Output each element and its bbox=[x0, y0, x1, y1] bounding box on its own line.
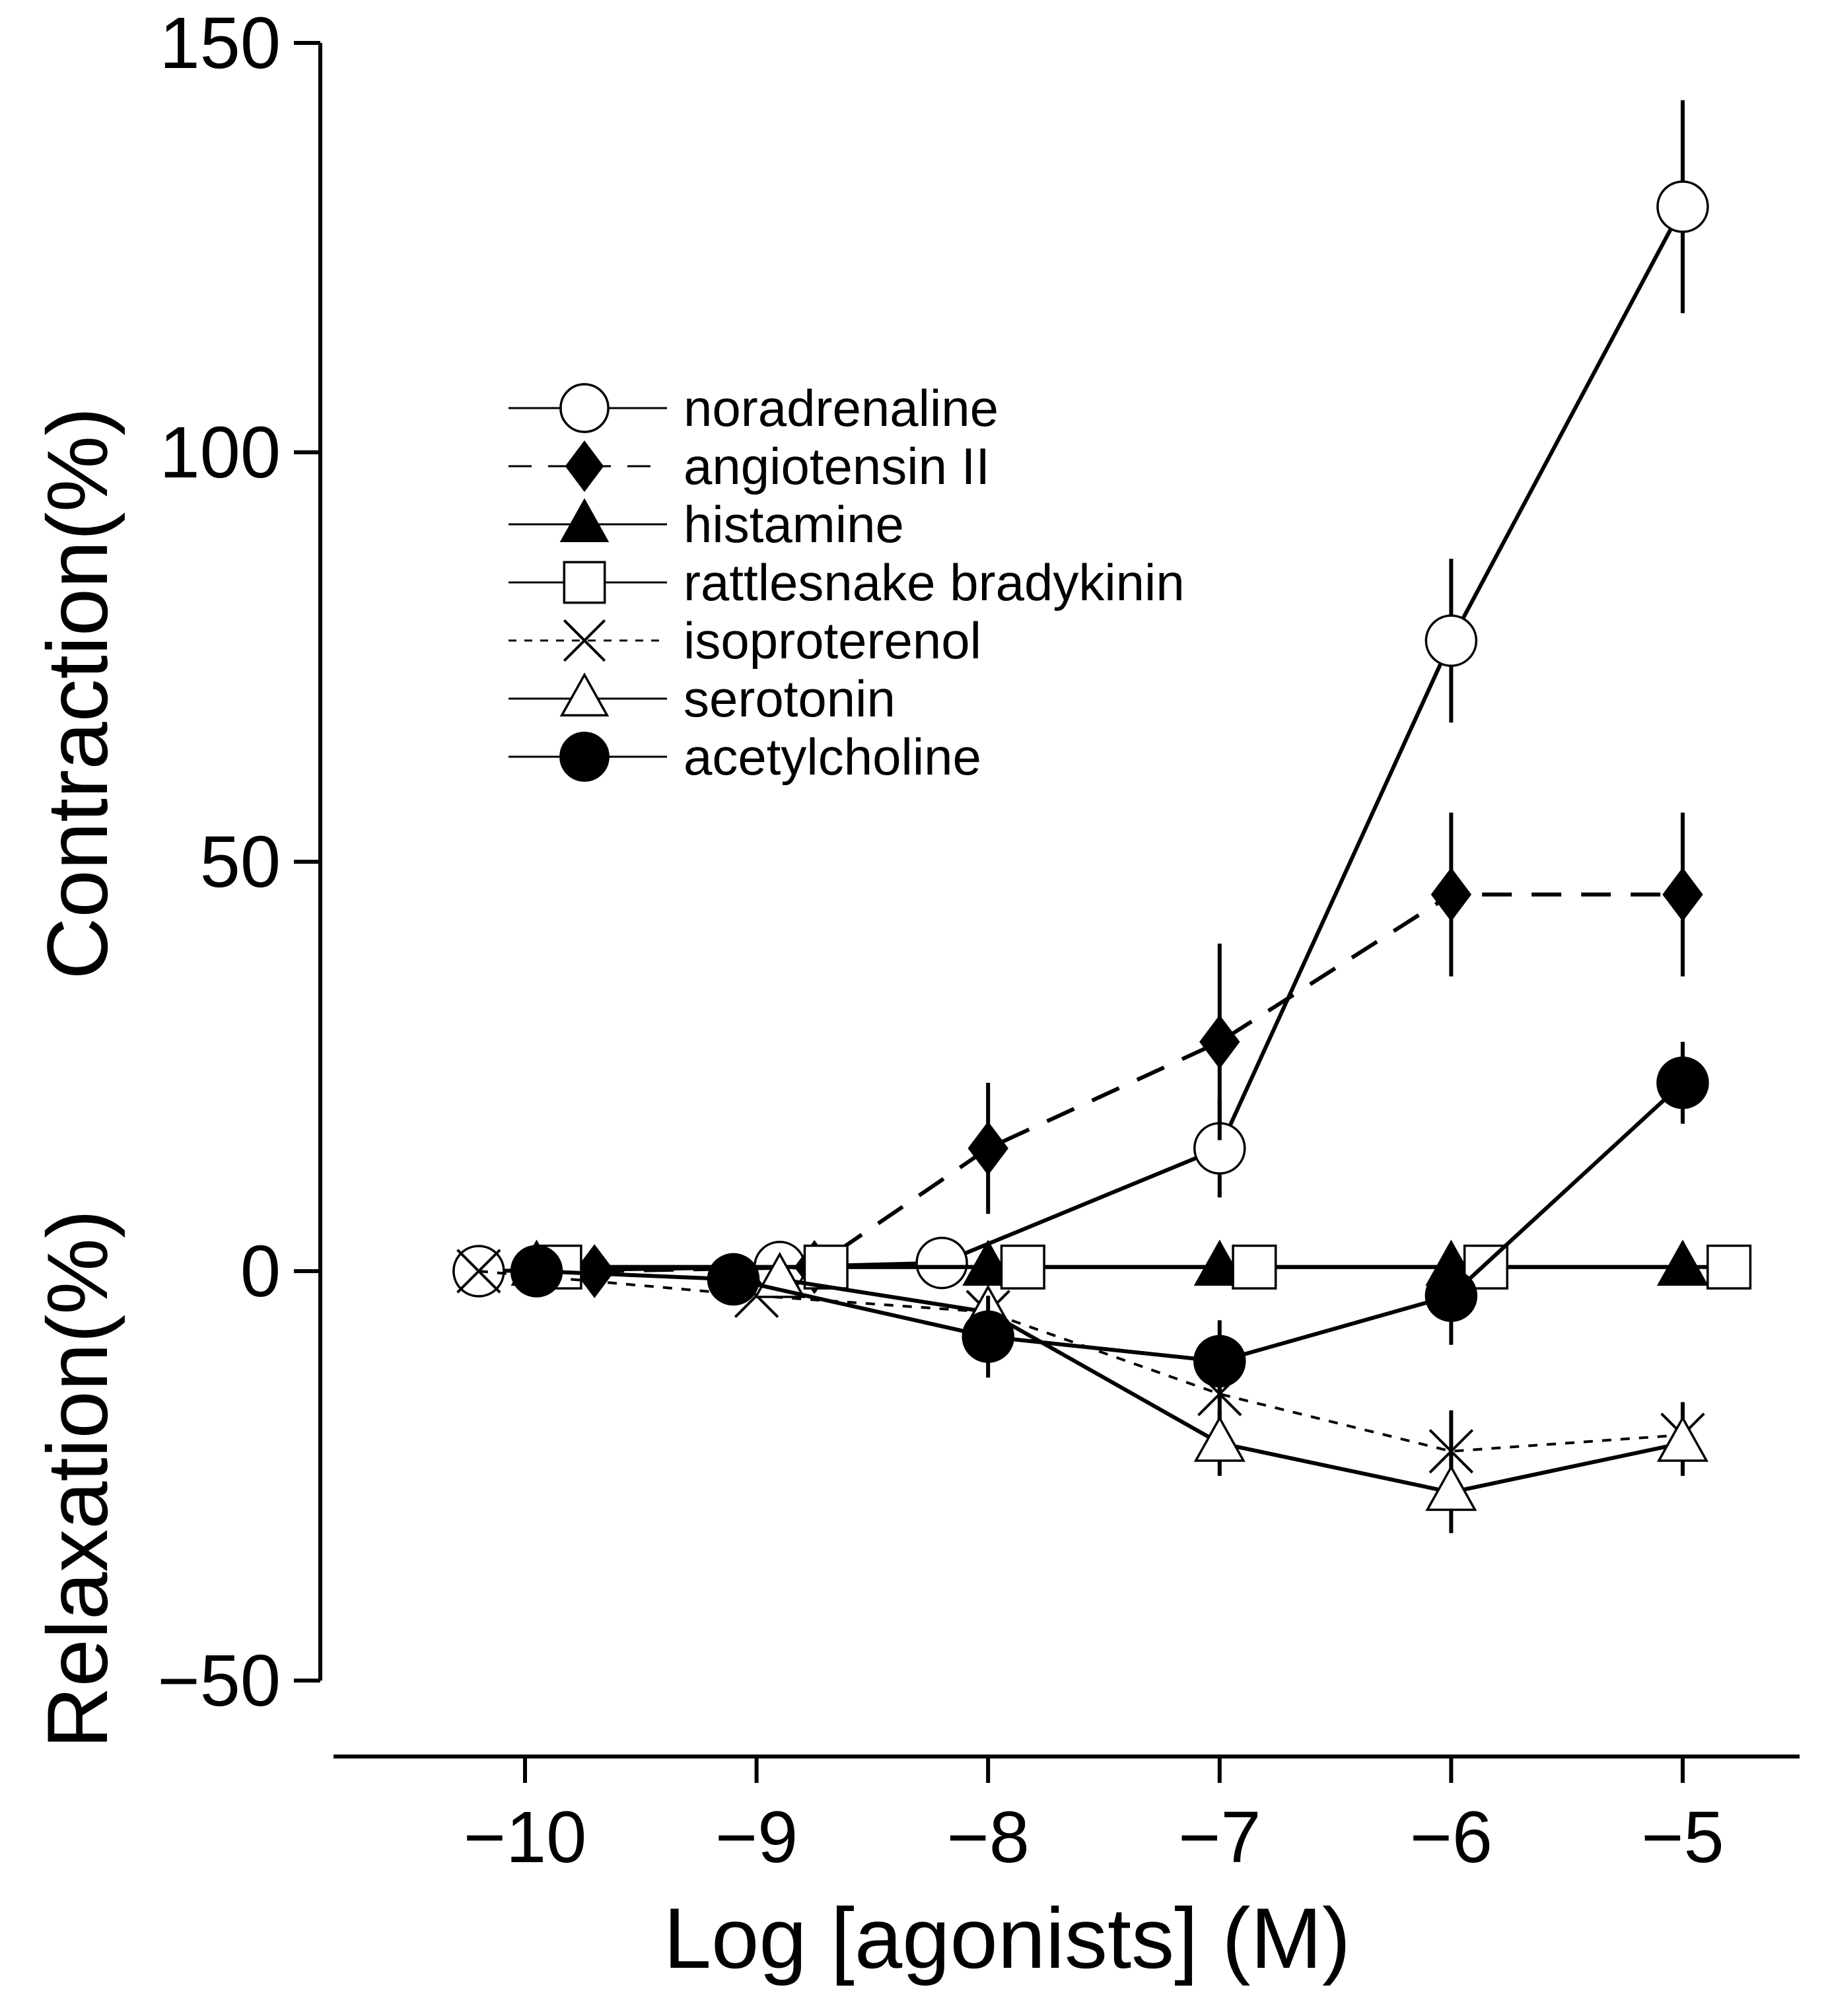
y-tick-label: 0 bbox=[240, 1231, 281, 1312]
data-point bbox=[1656, 1239, 1709, 1286]
x-tick-label: −5 bbox=[1641, 1797, 1724, 1878]
legend-item: serotonin bbox=[509, 670, 895, 728]
series-angiotensin-II bbox=[574, 812, 1703, 1298]
y-axis-title-contraction: Contraction(%) bbox=[29, 407, 125, 980]
y-tick-label: 150 bbox=[159, 3, 281, 84]
x-tick-label: −7 bbox=[1178, 1797, 1261, 1878]
series-layer bbox=[452, 100, 1752, 1533]
data-point bbox=[1662, 867, 1703, 922]
x-tick-label: −6 bbox=[1410, 1797, 1492, 1878]
legend-item: rattlesnake bradykinin bbox=[509, 553, 1185, 611]
y-axis-title-relaxation: Relaxation(%) bbox=[29, 1210, 125, 1749]
legend-label: angiotensin II bbox=[684, 437, 990, 495]
legend-label: acetylcholine bbox=[684, 728, 981, 786]
legend-label: isoproterenol bbox=[684, 611, 981, 670]
data-point bbox=[1706, 1244, 1752, 1290]
data-point bbox=[803, 1244, 849, 1290]
legend-marker bbox=[563, 619, 606, 662]
legend-marker bbox=[559, 672, 610, 717]
data-point bbox=[1424, 1269, 1478, 1322]
data-point bbox=[962, 1310, 1014, 1363]
legend-item: acetylcholine bbox=[509, 728, 981, 786]
data-point bbox=[1199, 1014, 1240, 1069]
data-point bbox=[962, 1239, 1014, 1286]
legend-label: histamine bbox=[684, 495, 904, 553]
data-point bbox=[1424, 614, 1478, 667]
x-tick-label: −10 bbox=[464, 1797, 587, 1878]
series-serotonin bbox=[754, 1251, 1709, 1533]
legend-marker bbox=[559, 498, 610, 543]
data-point bbox=[1430, 867, 1472, 922]
legend-marker bbox=[565, 440, 604, 493]
legend-item: angiotensin II bbox=[509, 437, 990, 495]
x-tick-label: −9 bbox=[715, 1797, 798, 1878]
data-point bbox=[1193, 1239, 1246, 1286]
data-point bbox=[1193, 1335, 1246, 1388]
x-tick-label: −8 bbox=[946, 1797, 1029, 1878]
data-point bbox=[915, 1236, 968, 1290]
data-point bbox=[1193, 1415, 1246, 1462]
data-point bbox=[967, 1121, 1008, 1175]
data-point bbox=[456, 1249, 501, 1294]
x-axis-title: Log [agonists] (M) bbox=[664, 1890, 1351, 1986]
legend-label: rattlesnake bradykinin bbox=[684, 553, 1185, 611]
data-point bbox=[1232, 1244, 1277, 1290]
legend-item: histamine bbox=[509, 495, 904, 553]
series-line bbox=[536, 1081, 1685, 1364]
legend-marker bbox=[559, 732, 610, 782]
axes: −50 0 50 100 150 −10 −9 −8 −7 −6 −5 bbox=[157, 3, 1800, 1878]
legend-item: noradrenaline bbox=[509, 379, 999, 437]
data-point bbox=[707, 1253, 760, 1306]
series-line bbox=[478, 205, 1685, 1273]
series-isoproterenol bbox=[456, 1249, 1705, 1492]
legend-label: noradrenaline bbox=[684, 379, 999, 437]
legend-marker bbox=[563, 561, 606, 604]
legend-marker bbox=[559, 383, 610, 433]
y-tick-label: 100 bbox=[159, 412, 281, 493]
data-point bbox=[1656, 1415, 1709, 1462]
legend-item: isoproterenol bbox=[509, 611, 981, 670]
data-point bbox=[1000, 1244, 1045, 1290]
series-line bbox=[594, 892, 1683, 1273]
series-line bbox=[478, 1270, 1683, 1453]
y-tick-label: 50 bbox=[200, 821, 281, 903]
data-point bbox=[1656, 1057, 1709, 1109]
data-point bbox=[510, 1245, 563, 1298]
legend-label: serotonin bbox=[684, 670, 895, 728]
data-point bbox=[1425, 1465, 1477, 1512]
series-acetylcholine bbox=[510, 1041, 1709, 1403]
y-tick-label: −50 bbox=[157, 1640, 281, 1721]
data-point bbox=[1656, 180, 1709, 233]
